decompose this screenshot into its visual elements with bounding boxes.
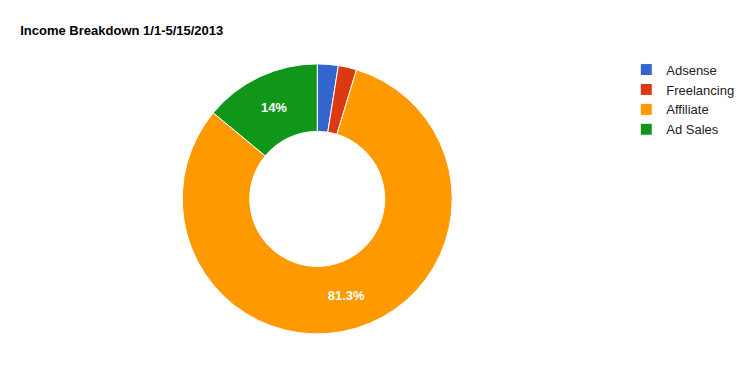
svg-text:Income Breakdown 1/1-5/15/2013: Income Breakdown 1/1-5/15/2013 (20, 23, 223, 38)
svg-text:Adsense: Adsense (666, 63, 717, 78)
svg-text:Freelancing: Freelancing (666, 83, 734, 98)
svg-text:14%: 14% (261, 100, 287, 115)
svg-text:Ad Sales: Ad Sales (666, 122, 719, 137)
svg-text:Affiliate: Affiliate (666, 102, 708, 117)
svg-text:81.3%: 81.3% (328, 288, 365, 303)
